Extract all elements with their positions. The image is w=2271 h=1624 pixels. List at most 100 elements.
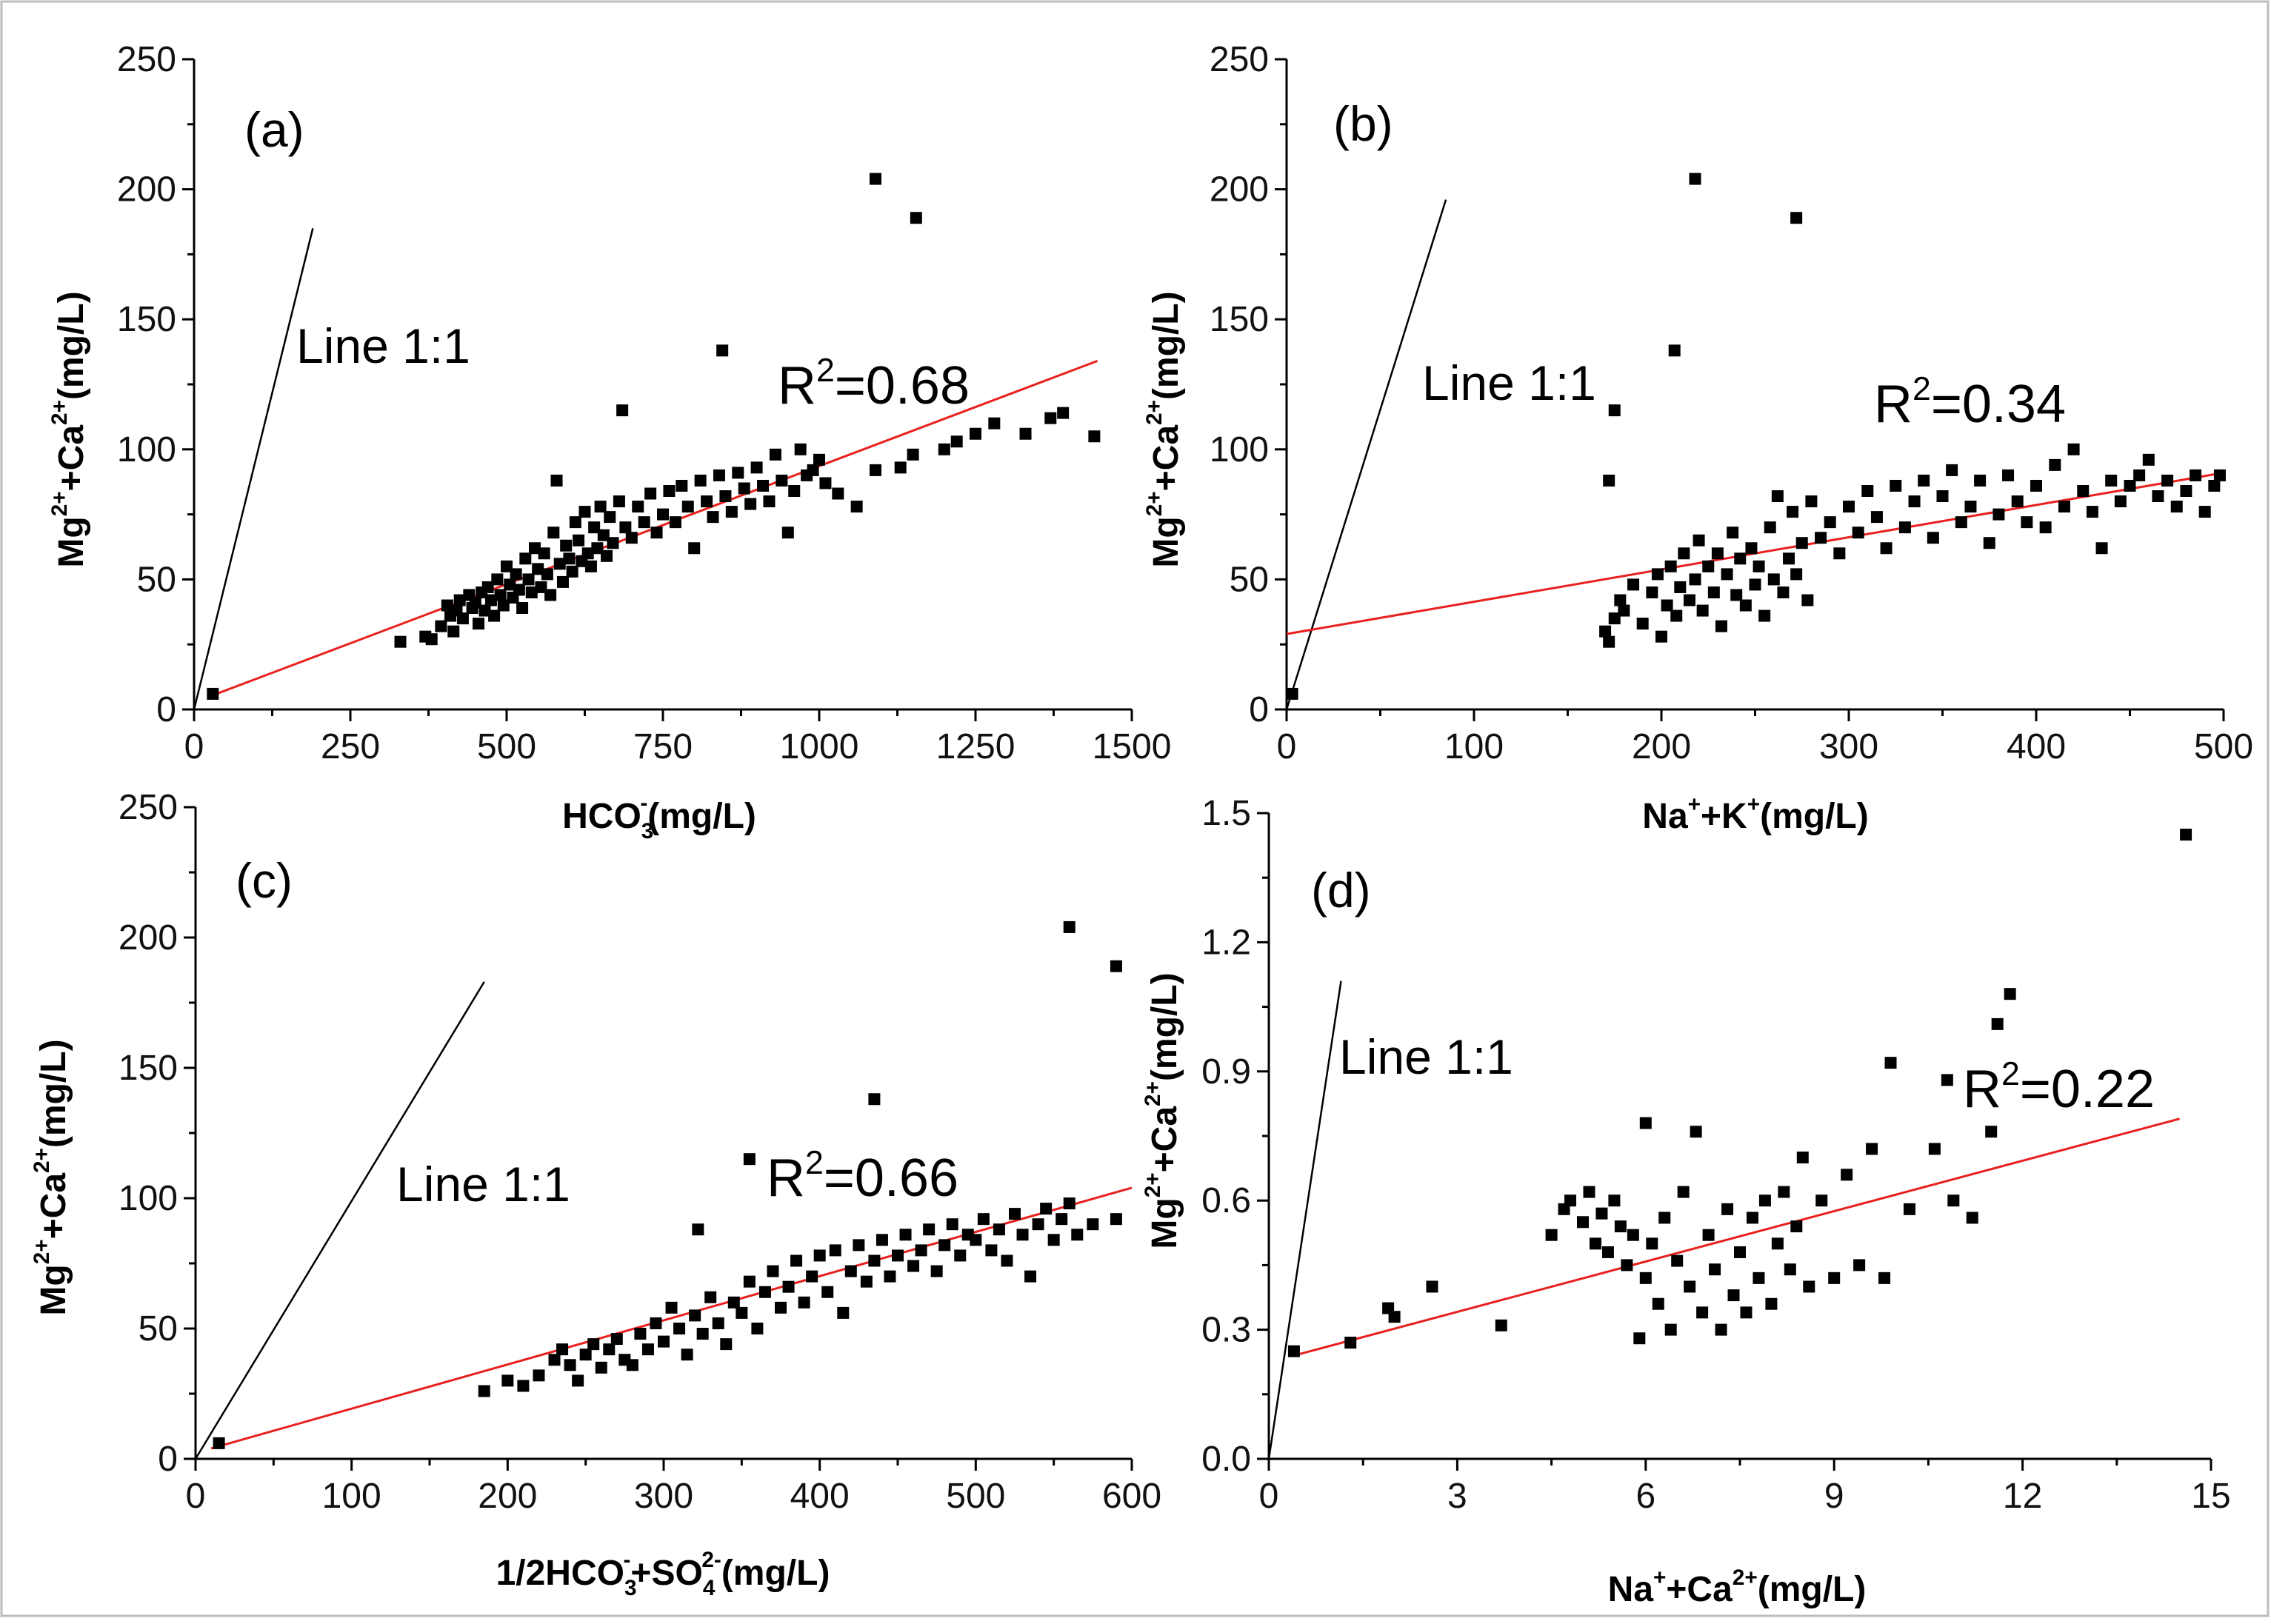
scatter-point: [837, 1306, 850, 1319]
scatter-point: [1633, 1332, 1646, 1345]
scatter-point: [481, 581, 494, 593]
panel-d-x-axis-title: Na++Ca2+(mg/L): [1608, 1565, 1867, 1609]
scatter-point: [1646, 1237, 1658, 1250]
y-tick-label: 150: [1210, 300, 1269, 339]
scatter-point: [1601, 1246, 1614, 1258]
panel-d: 0 3 6 9 12 150.00.30.60.91.21.5 (d) Line 1:1 …: [1141, 794, 2231, 1609]
scatter-point: [550, 474, 563, 487]
scatter-point: [1745, 542, 1758, 555]
scatter-point: [1784, 1263, 1796, 1276]
x-tick-label: 3: [1447, 1477, 1467, 1516]
scatter-point: [1778, 1186, 1790, 1198]
scatter-point: [1927, 532, 1939, 544]
scatter-point: [692, 1223, 704, 1236]
scatter-point: [2039, 521, 2052, 534]
scatter-point: [1815, 1194, 1828, 1207]
scatter-point: [1618, 604, 1630, 617]
scatter-point: [473, 618, 485, 630]
scatter-point: [1903, 1203, 1915, 1215]
scatter-point: [1088, 430, 1101, 443]
scatter-point: [1668, 344, 1681, 357]
scatter-point: [566, 565, 578, 578]
scatter-point: [2058, 501, 2070, 513]
scatter-point: [1824, 516, 1836, 529]
y-tick-label: 0.0: [1201, 1440, 1251, 1479]
scatter-point: [923, 1223, 936, 1236]
scatter-point: [1583, 1186, 1595, 1198]
scatter-point: [626, 1359, 638, 1371]
scatter-point: [581, 547, 594, 560]
scatter-point: [744, 498, 757, 510]
scatter-point: [2030, 479, 2042, 492]
scatter-point: [1652, 1297, 1664, 1310]
scatter-point: [1636, 618, 1649, 630]
line-1to1: [1285, 199, 1447, 710]
scatter-point: [1734, 552, 1747, 565]
scatter-point: [1815, 532, 1827, 544]
panel-d-y-axis-title: Mg2++Ca2+(mg/L): [1141, 972, 1184, 1249]
scatter-point: [1693, 534, 1705, 547]
y-tick-label: 250: [117, 40, 176, 79]
scatter-point: [632, 501, 644, 513]
scatter-point: [560, 539, 573, 552]
scatter-point: [1664, 560, 1677, 572]
scatter-point: [807, 464, 819, 476]
scatter-point: [607, 537, 619, 549]
scatter-point: [1595, 1207, 1608, 1220]
x-tick-label: 100: [322, 1477, 381, 1516]
scatter-point: [2213, 469, 2226, 481]
scatter-point: [497, 599, 510, 612]
scatter-point: [556, 575, 569, 588]
scatter-point: [1689, 173, 1701, 185]
x-tick-label: 15: [2191, 1477, 2230, 1516]
scatter-point: [441, 599, 453, 612]
scatter-point: [1655, 630, 1667, 643]
y-tick-label: 0.6: [1201, 1181, 1251, 1220]
scatter-point: [1739, 599, 1752, 612]
scatter-point: [1614, 594, 1627, 607]
scatter-point: [613, 495, 625, 508]
panel-a-y-axis-title: Mg2++Ca2+(mg/L): [47, 291, 91, 567]
scatter-point: [1715, 1323, 1727, 1336]
scatter-point: [488, 609, 501, 622]
scatter-point: [757, 479, 770, 492]
x-tick-label: 300: [1819, 727, 1878, 766]
scatter-point: [207, 687, 219, 700]
scatter-point: [1758, 609, 1771, 622]
scatter-point: [1974, 474, 1987, 487]
scatter-point: [1833, 547, 1846, 560]
scatter-point: [658, 1335, 670, 1348]
scatter-point: [1783, 552, 1795, 565]
scatter-point: [869, 464, 881, 476]
x-tick-label: 500: [2194, 727, 2253, 766]
scatter-point: [1764, 521, 1776, 534]
scatter-point: [868, 1093, 881, 1106]
scatter-point: [1711, 547, 1724, 560]
scatter-point: [850, 501, 863, 513]
scatter-point: [533, 1369, 545, 1382]
scatter-point: [579, 1349, 592, 1361]
scatter-point: [1589, 1237, 1601, 1250]
scatter-point: [1853, 1259, 1866, 1272]
x-tick-label: 0: [186, 1477, 206, 1516]
scatter-point: [707, 511, 719, 524]
scatter-point: [1796, 1152, 1809, 1164]
regression-line: [210, 1186, 1133, 1450]
scatter-point: [2095, 542, 2108, 555]
x-tick-label: 0: [1259, 1477, 1279, 1516]
scatter-point: [456, 612, 469, 625]
scatter-point: [1689, 573, 1701, 586]
panel-c-x-axis-title: 1/2HCO3-+SO42-(mg/L): [496, 1548, 830, 1600]
scatter-point: [743, 1275, 756, 1288]
scatter-point: [501, 560, 513, 572]
scatter-point: [781, 527, 794, 539]
scatter-point: [528, 542, 541, 555]
scatter-point: [782, 1280, 795, 1293]
panel-b-r2-label: R2=0.34: [1874, 371, 2066, 434]
scatter-point: [610, 1333, 623, 1346]
scatter-point: [884, 1270, 896, 1283]
scatter-point: [806, 1270, 818, 1283]
panel-d-line-1to1-label: Line 1:1: [1339, 1029, 1513, 1084]
scatter-point: [595, 1361, 607, 1374]
